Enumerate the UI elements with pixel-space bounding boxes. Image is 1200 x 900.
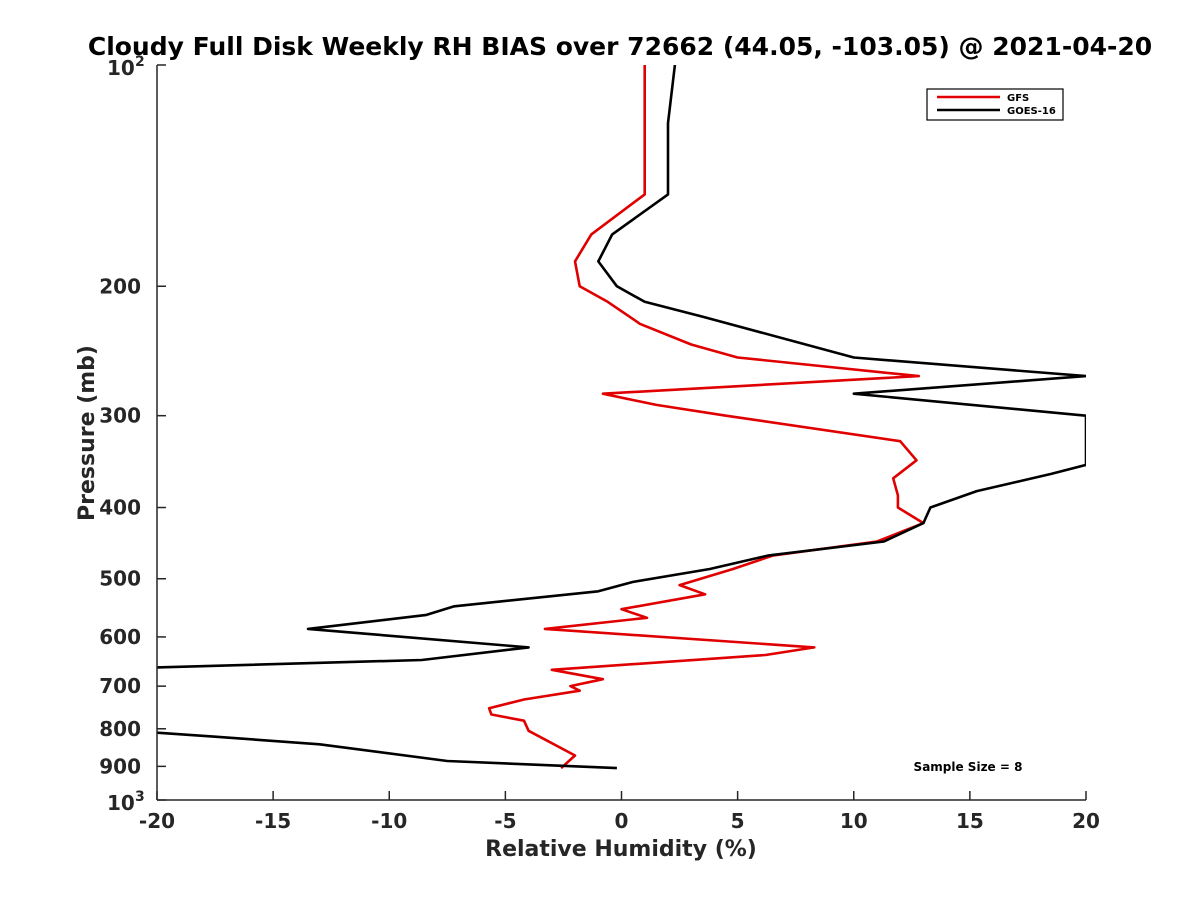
sample-size-annotation: Sample Size = 8 bbox=[914, 760, 1023, 774]
x-tick-label: -10 bbox=[371, 809, 407, 833]
y-tick-label-exponent: 3 bbox=[135, 789, 145, 805]
chart-title: Cloudy Full Disk Weekly RH BIAS over 726… bbox=[88, 32, 1152, 61]
y-tick-label-base: 10 bbox=[107, 791, 135, 815]
legend-box bbox=[926, 88, 1064, 121]
y-tick-label-power: 10 2 bbox=[107, 54, 145, 80]
y-tick-label: 500 bbox=[99, 567, 141, 591]
y-tick-label: 200 bbox=[99, 274, 141, 298]
y-tick-label-power: 10 3 bbox=[107, 789, 145, 815]
x-tick-label: 0 bbox=[615, 809, 629, 833]
y-tick-label: 600 bbox=[99, 625, 141, 649]
y-tick-label: 900 bbox=[99, 754, 141, 778]
x-tick-label: 15 bbox=[956, 809, 984, 833]
x-tick-label: 5 bbox=[731, 809, 745, 833]
y-tick-label-base: 10 bbox=[107, 56, 135, 80]
series-line-goes16 bbox=[157, 65, 1086, 770]
x-tick-label: 10 bbox=[840, 809, 868, 833]
y-tick-label: 400 bbox=[99, 496, 141, 520]
series-layer bbox=[157, 65, 1086, 770]
y-axis-label: Pressure (mb) bbox=[75, 345, 100, 521]
x-tick-label: -15 bbox=[255, 809, 291, 833]
legend-label-gfs: GFS bbox=[1007, 93, 1029, 104]
x-tick-label: -20 bbox=[139, 809, 175, 833]
y-tick-label-exponent: 2 bbox=[135, 54, 145, 70]
x-axis-label: Relative Humidity (%) bbox=[485, 837, 757, 862]
legend-label-goes16: GOES-16 bbox=[1007, 106, 1056, 117]
x-ticks: -20 -15 -10 -5 0 5 10 15 20 bbox=[139, 791, 1100, 833]
y-tick-label: 800 bbox=[99, 717, 141, 741]
y-tick-label: 300 bbox=[99, 404, 141, 428]
x-tick-label: -5 bbox=[494, 809, 516, 833]
x-tick-label: 20 bbox=[1072, 809, 1100, 833]
legend: GFS GOES-16 bbox=[926, 88, 1064, 121]
y-tick-label: 700 bbox=[99, 674, 141, 698]
